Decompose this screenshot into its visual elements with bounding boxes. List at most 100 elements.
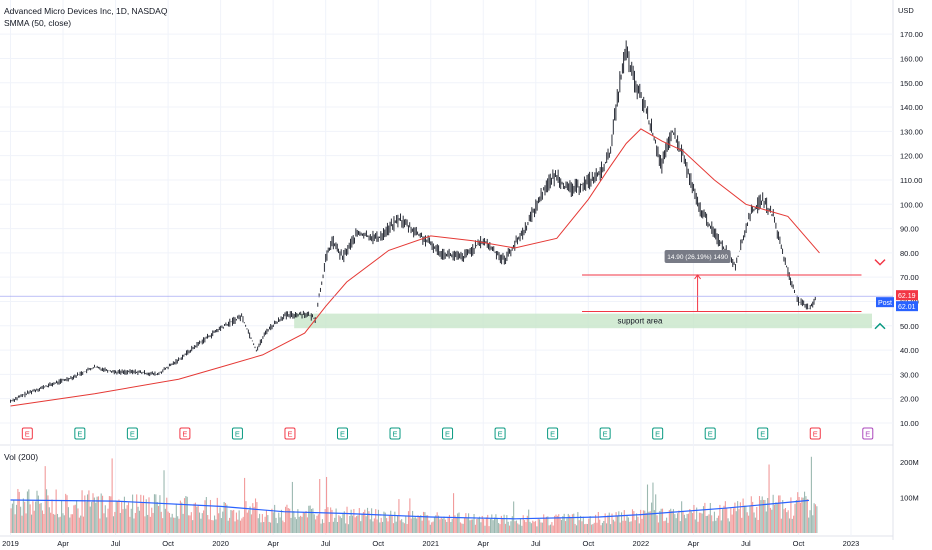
support-zone-rect [294, 313, 872, 329]
volume-bar [121, 501, 123, 533]
volume-bar [283, 522, 285, 533]
volume-bar [473, 513, 475, 533]
price-axis[interactable]: 10.0020.0030.0040.0050.0060.0070.0080.00… [876, 30, 923, 503]
earnings-icon [74, 427, 86, 440]
volume-bar [242, 516, 244, 533]
volume-bar [84, 495, 86, 533]
volume-bar [414, 517, 416, 533]
volume-bar [435, 515, 437, 533]
volume-bar [383, 511, 385, 533]
earnings-label: E [550, 430, 555, 439]
volume-bar [477, 518, 479, 533]
volume-bar [267, 515, 269, 533]
volume-bar [503, 514, 505, 533]
volume-tick-label: 200M [900, 458, 919, 467]
volume-bar [446, 521, 448, 533]
volume-bar [327, 507, 329, 533]
volume-bar [693, 504, 695, 533]
volume-bar [26, 491, 28, 533]
volume-bar [444, 519, 446, 533]
volume-bar [668, 510, 670, 533]
volume-bar [356, 516, 358, 533]
volume-bar [472, 519, 474, 533]
volume-bar [801, 497, 803, 533]
volume-bar [657, 522, 659, 533]
volume-bar [518, 524, 520, 533]
volume-bar [743, 505, 746, 533]
volume-label[interactable]: Vol (200) [4, 452, 39, 462]
volume-bar [70, 514, 72, 533]
volume-bar [679, 521, 681, 533]
volume-bar [514, 521, 516, 533]
volume-bar [421, 520, 423, 533]
volume-bar [122, 509, 124, 533]
volume-bar [62, 513, 64, 533]
volume-bar [366, 507, 369, 533]
volume-bar [573, 513, 575, 533]
earnings-label: E [708, 430, 713, 439]
volume-bar [88, 490, 90, 533]
volume-bar [177, 516, 179, 533]
volume-bar [275, 517, 277, 533]
volume-bar [163, 470, 165, 533]
volume-bar [238, 510, 240, 533]
volume-bar [749, 505, 751, 533]
volume-bar [605, 523, 608, 533]
volume-bar [529, 521, 531, 533]
volume-bar [732, 508, 735, 533]
volume-bar [664, 520, 666, 533]
volume-bar [757, 519, 759, 533]
volume-bar [148, 497, 150, 533]
volume-bar [66, 495, 68, 533]
time-axis[interactable]: 2019 Apr Jul Oct 2020 Apr Jul Oct 2021 Apr Jul Oct 2… [2, 539, 859, 548]
volume-bar [709, 502, 711, 533]
volume-bar [310, 508, 313, 533]
volume-bar [758, 496, 761, 533]
volume-bar [454, 515, 456, 533]
volume-bar [491, 514, 493, 533]
volume-bar [140, 494, 142, 533]
volume-bar [610, 524, 612, 533]
volume-bar [47, 495, 49, 533]
volume-bar [771, 509, 773, 533]
volume-bar [218, 513, 220, 533]
volume-bar [722, 509, 724, 533]
volume-bar [335, 508, 337, 533]
volume-bar [133, 518, 135, 533]
volume-bar [265, 510, 268, 533]
volume-bar [286, 504, 288, 533]
volume-bar [428, 520, 430, 533]
earnings-label: E [445, 430, 450, 439]
volume-bar [506, 515, 508, 533]
volume-bar [170, 517, 172, 533]
volume-bar [642, 510, 644, 533]
volume-bar [563, 513, 565, 533]
volume-bar [794, 503, 796, 533]
level-lines[interactable]: 14.90 (26.19%) 1490 [0, 249, 893, 330]
earnings-icon [809, 427, 821, 440]
volume-bar [685, 518, 687, 533]
indicator-label[interactable]: SMMA (50, close) [4, 18, 72, 28]
volume-bar [222, 511, 224, 533]
volume-bar [439, 519, 441, 533]
volume-bar [645, 512, 647, 533]
time-tick-label: Apr [57, 539, 69, 548]
volume-bar [436, 512, 438, 533]
volume-bar [54, 514, 56, 533]
time-tick-label: 2023 [843, 539, 860, 548]
volume-bar [463, 517, 466, 533]
symbol-title: Advanced Micro Devices Inc, 1D, NASDAQ [4, 6, 168, 16]
volume-bar [738, 509, 740, 533]
volume-bar [317, 514, 319, 533]
volume-bar [731, 514, 733, 533]
volume-bar [73, 505, 75, 533]
earnings-icon [179, 427, 191, 440]
volume-bar [159, 495, 161, 533]
volume-bar [256, 502, 258, 533]
volume-bar [633, 511, 635, 533]
volume-bar [249, 506, 251, 533]
volume-bar [142, 495, 145, 533]
volume-bar [103, 513, 105, 533]
